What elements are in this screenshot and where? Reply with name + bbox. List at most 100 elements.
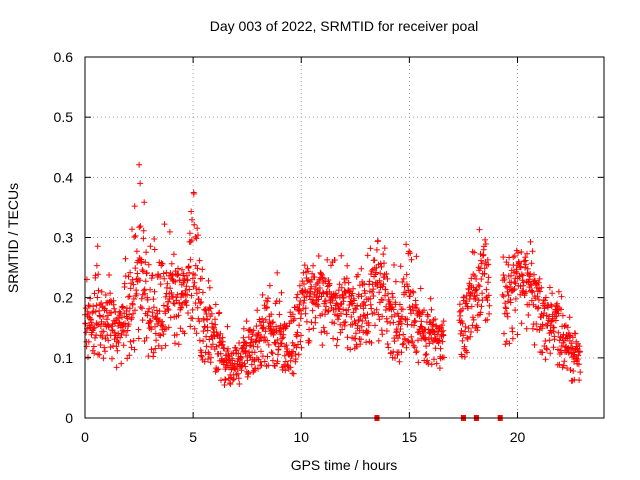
data-point [368, 339, 375, 346]
data-point [126, 293, 133, 300]
data-point [213, 329, 220, 336]
data-point [179, 301, 186, 307]
data-point [120, 342, 127, 349]
data-point [103, 316, 110, 323]
data-point [356, 327, 363, 334]
data-point [140, 287, 147, 294]
data-point [329, 297, 336, 304]
data-point [142, 290, 148, 297]
data-point [188, 237, 195, 244]
x-tick-label: 20 [510, 429, 526, 445]
data-point [274, 337, 281, 343]
data-point [468, 275, 475, 282]
data-point [522, 261, 529, 268]
data-point [542, 297, 549, 304]
data-point [540, 312, 547, 319]
data-point [146, 325, 153, 332]
data-point [316, 285, 323, 291]
data-point [410, 342, 417, 349]
data-point [524, 250, 530, 257]
data-point [528, 297, 535, 304]
data-point [219, 341, 226, 348]
data-point [384, 318, 391, 325]
data-point [506, 340, 513, 347]
data-point [529, 288, 536, 295]
data-point [107, 344, 114, 351]
data-point [337, 301, 344, 308]
data-point [202, 306, 209, 313]
data-point [351, 297, 358, 304]
data-point [114, 347, 121, 354]
data-point [287, 364, 294, 371]
data-point [210, 324, 217, 331]
data-point [283, 342, 290, 349]
data-point [95, 351, 101, 358]
data-point [135, 326, 142, 333]
data-point [296, 307, 303, 314]
data-point [531, 341, 538, 348]
data-point [328, 262, 334, 269]
data-point [320, 290, 327, 297]
data-point [338, 310, 344, 317]
data-point [267, 323, 274, 330]
data-point [186, 286, 193, 293]
data-point [301, 262, 308, 269]
data-point [196, 337, 203, 344]
data-point [255, 331, 262, 338]
data-point [118, 360, 125, 367]
data-point [399, 313, 406, 320]
data-point [380, 281, 387, 288]
data-point [131, 234, 138, 240]
data-point [243, 318, 250, 325]
data-point [132, 307, 138, 314]
data-point [361, 280, 368, 287]
data-point [269, 319, 276, 326]
data-point [499, 291, 506, 298]
data-point [474, 301, 481, 308]
data-point [227, 381, 234, 388]
data-point [97, 342, 104, 348]
data-point [149, 313, 156, 320]
data-point [142, 259, 149, 266]
data-point [113, 364, 120, 371]
data-point [479, 297, 486, 304]
data-point [336, 281, 343, 288]
data-point [459, 320, 466, 327]
data-point [428, 361, 435, 368]
data-point [531, 271, 537, 278]
data-point [105, 324, 112, 331]
data-point [349, 321, 356, 328]
data-point [529, 325, 536, 332]
data-point [350, 285, 357, 292]
data-point [319, 342, 326, 349]
data-point [390, 306, 397, 313]
data-point [141, 199, 148, 206]
data-point [127, 338, 134, 345]
data-point [501, 330, 507, 337]
data-point [345, 279, 352, 286]
data-point [172, 340, 178, 347]
data-point [113, 343, 120, 350]
data-point [160, 270, 167, 277]
data-point [518, 271, 525, 278]
data-point [122, 255, 129, 262]
data-point [92, 272, 99, 279]
data-point [276, 298, 283, 305]
data-point [196, 318, 203, 325]
data-point [363, 339, 370, 346]
data-point [461, 294, 467, 301]
data-point [90, 343, 97, 350]
data-point [389, 290, 396, 297]
data-point [518, 263, 524, 270]
data-point [415, 337, 421, 344]
data-point [181, 276, 188, 282]
data-point [189, 306, 196, 313]
data-point [535, 304, 542, 311]
data-point [481, 265, 488, 272]
data-point [370, 286, 377, 293]
data-point [566, 314, 573, 321]
data-point [216, 335, 223, 342]
data-point [95, 287, 102, 294]
data-point [132, 232, 139, 239]
data-point [404, 283, 411, 290]
